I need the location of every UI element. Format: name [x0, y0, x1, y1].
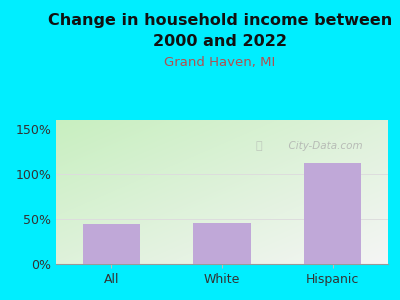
Text: 2000 and 2022: 2000 and 2022	[153, 34, 287, 50]
Bar	[193, 223, 251, 264]
Text: ⓘ: ⓘ	[255, 141, 262, 151]
Text: Grand Haven, MI: Grand Haven, MI	[164, 56, 276, 68]
Bar	[304, 163, 362, 264]
Text: City-Data.com: City-Data.com	[282, 141, 362, 151]
Bar	[82, 224, 140, 264]
Text: Change in household income between: Change in household income between	[48, 14, 392, 28]
